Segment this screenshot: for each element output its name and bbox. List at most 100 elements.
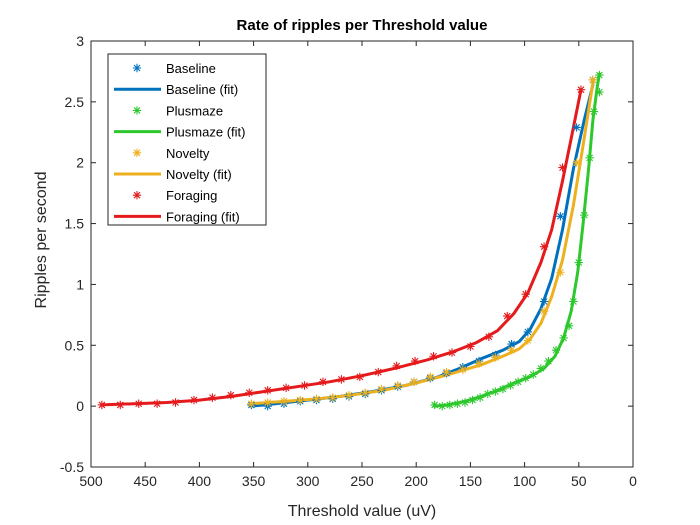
- data-point-plusmaze: [468, 395, 477, 405]
- data-point-novelty: [344, 390, 354, 400]
- data-point-plusmaze: [559, 333, 568, 343]
- data-point-plusmaze: [453, 399, 462, 408]
- data-point-baseline: [572, 123, 581, 132]
- data-point-baseline: [539, 297, 549, 306]
- data-point-plusmaze: [569, 297, 578, 306]
- legend-label: Foraging: [166, 188, 217, 203]
- x-tick-label: 400: [188, 473, 212, 489]
- data-point-foraging: [263, 386, 272, 395]
- y-tick-label: 2: [76, 155, 84, 171]
- x-tick-label: 450: [134, 473, 158, 489]
- data-point-foraging: [558, 163, 567, 172]
- data-point-foraging: [374, 367, 383, 377]
- legend-label: Baseline (fit): [166, 82, 238, 97]
- data-point-foraging: [503, 311, 512, 321]
- x-axis-label: Threshold value (uV): [288, 503, 437, 520]
- y-axis-label: Ripples per second: [33, 172, 50, 309]
- data-point-foraging: [466, 342, 475, 351]
- data-point-novelty: [507, 345, 516, 355]
- data-point-plusmaze: [513, 377, 523, 386]
- legend-label: Novelty (fit): [166, 167, 232, 182]
- data-point-foraging: [300, 381, 309, 390]
- data-point-foraging: [410, 356, 420, 366]
- data-point-plusmaze: [438, 401, 447, 411]
- data-point-foraging: [281, 383, 291, 393]
- data-point-novelty: [377, 384, 386, 394]
- legend: Baseline Baseline (fit) Plusmaze Plusmaze (…: [107, 53, 267, 226]
- legend-marker-icon: [132, 106, 142, 115]
- data-point-novelty: [474, 359, 484, 368]
- x-tick-label: 0: [629, 473, 637, 489]
- legend-marker-icon: [132, 63, 142, 73]
- legend-marker-icon: [132, 148, 142, 157]
- data-point-novelty: [458, 365, 468, 374]
- data-point-foraging: [97, 400, 107, 410]
- legend-label: Foraging (fit): [166, 209, 240, 224]
- y-tick-label: 1.5: [65, 216, 85, 232]
- data-point-plusmaze: [430, 400, 439, 410]
- data-point-plusmaze: [483, 389, 492, 399]
- data-point-plusmaze: [491, 387, 500, 396]
- data-point-foraging: [484, 332, 494, 341]
- data-point-foraging: [171, 398, 180, 407]
- data-point-plusmaze: [475, 393, 485, 402]
- data-point-foraging: [152, 399, 162, 408]
- legend-label: Novelty: [166, 146, 210, 161]
- data-point-plusmaze: [460, 398, 470, 407]
- x-tick-label: 200: [405, 473, 429, 489]
- data-point-foraging: [392, 361, 401, 371]
- data-point-novelty: [539, 307, 549, 316]
- data-point-foraging: [116, 400, 125, 410]
- fit-line-plusmaze: [433, 72, 601, 408]
- x-tick-label: 500: [79, 473, 103, 489]
- y-tick-label: -0.5: [60, 459, 84, 475]
- y-tick-label: 0.5: [65, 337, 85, 353]
- data-point-foraging: [355, 372, 365, 382]
- data-point-baseline: [507, 339, 516, 349]
- data-point-foraging: [576, 85, 586, 94]
- data-point-novelty: [247, 399, 256, 408]
- legend-label: Plusmaze (fit): [166, 125, 245, 140]
- legend-label: Baseline: [166, 61, 216, 76]
- data-point-novelty: [556, 268, 565, 277]
- data-point-novelty: [442, 367, 451, 377]
- x-tick-label: 350: [242, 473, 266, 489]
- data-point-novelty: [296, 395, 305, 405]
- data-point-foraging: [521, 289, 530, 299]
- y-tick-label: 0: [76, 398, 84, 414]
- chart-title: Rate of ripples per Threshold value: [237, 17, 488, 34]
- data-point-plusmaze: [580, 210, 589, 220]
- data-point-novelty: [279, 397, 289, 406]
- data-point-foraging: [208, 393, 217, 402]
- data-point-baseline: [556, 212, 565, 221]
- data-point-novelty: [312, 394, 321, 404]
- data-point-foraging: [318, 377, 328, 386]
- data-point-plusmaze: [521, 373, 530, 383]
- data-point-plusmaze: [564, 321, 574, 331]
- data-point-baseline: [523, 327, 533, 337]
- x-tick-label: 50: [571, 473, 587, 489]
- data-point-foraging: [447, 348, 457, 357]
- fit-line-foraging: [100, 88, 583, 407]
- data-point-novelty: [523, 336, 533, 345]
- x-tick-label: 250: [350, 473, 374, 489]
- data-point-plusmaze: [529, 370, 538, 379]
- data-point-novelty: [588, 75, 598, 85]
- data-point-plusmaze: [585, 153, 594, 163]
- data-point-novelty: [361, 388, 370, 397]
- data-point-plusmaze: [595, 70, 604, 80]
- y-tick-label: 2.5: [65, 94, 85, 110]
- data-point-foraging: [245, 388, 254, 397]
- data-point-plusmaze: [544, 356, 553, 366]
- data-point-plusmaze: [551, 345, 561, 355]
- data-point-novelty: [409, 377, 419, 386]
- data-point-foraging: [226, 390, 236, 400]
- data-point-foraging: [134, 399, 143, 408]
- data-point-novelty: [328, 393, 337, 402]
- fit-line-novelty: [249, 80, 595, 406]
- data-point-foraging: [429, 352, 438, 361]
- data-point-plusmaze: [445, 400, 455, 410]
- data-point-novelty: [263, 398, 272, 407]
- x-tick-label: 150: [459, 473, 483, 489]
